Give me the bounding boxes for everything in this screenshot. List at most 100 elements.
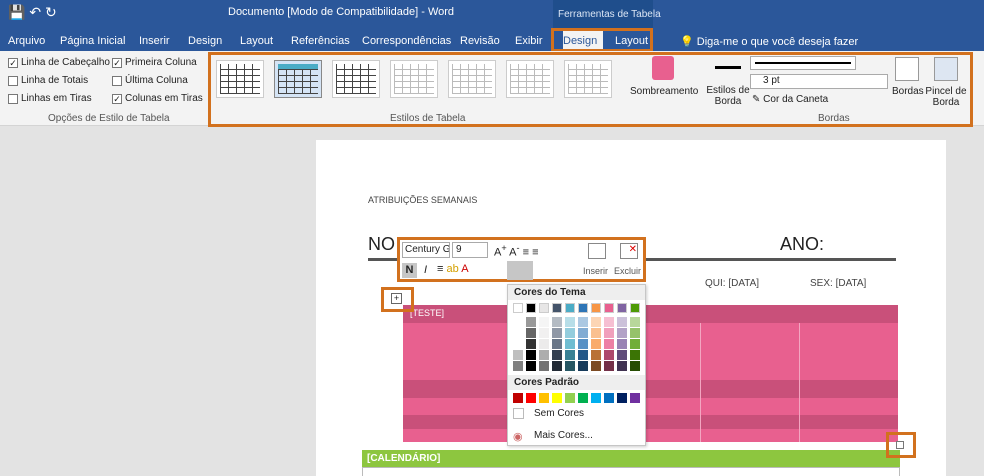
color-swatch[interactable] xyxy=(513,303,523,313)
mini-icons[interactable]: ≡ ab A xyxy=(437,263,469,275)
color-swatch[interactable] xyxy=(630,339,640,349)
font-box[interactable]: Century G xyxy=(402,242,450,258)
italic-button[interactable]: I xyxy=(424,264,428,276)
color-swatch[interactable] xyxy=(552,328,562,338)
color-swatch[interactable] xyxy=(526,361,536,371)
borders-button[interactable]: Bordas xyxy=(892,86,924,97)
color-swatch[interactable] xyxy=(617,361,627,371)
checkbox[interactable]: ✓ xyxy=(112,58,122,68)
checkbox[interactable]: ✓ xyxy=(112,94,122,104)
tab[interactable]: Página Inicial xyxy=(60,35,126,47)
color-swatch[interactable] xyxy=(513,393,523,403)
table-style-thumb[interactable] xyxy=(332,60,380,98)
color-swatch[interactable] xyxy=(591,303,601,313)
color-swatch[interactable] xyxy=(630,393,640,403)
tab[interactable]: Referências xyxy=(291,35,350,47)
color-swatch[interactable] xyxy=(513,350,523,360)
context-tab[interactable]: Layout xyxy=(615,35,649,47)
size-box[interactable]: 9 xyxy=(452,242,488,258)
checkbox[interactable] xyxy=(8,94,18,104)
quick-access[interactable]: 💾 ↶ ↻ xyxy=(8,4,57,20)
tab[interactable]: Layout xyxy=(240,35,274,47)
insert-button[interactable]: Inserir xyxy=(583,266,609,276)
color-swatch[interactable] xyxy=(578,303,588,313)
delete-button[interactable]: Excluir xyxy=(614,266,642,276)
color-swatch[interactable] xyxy=(617,317,627,327)
tab[interactable]: Design xyxy=(188,35,223,47)
checkbox[interactable] xyxy=(8,76,18,86)
table-move-handle[interactable]: + xyxy=(391,293,402,304)
color-swatch[interactable] xyxy=(591,328,601,338)
table-style-thumb[interactable] xyxy=(390,60,438,98)
tab[interactable]: Arquivo xyxy=(8,35,46,47)
color-swatch[interactable] xyxy=(604,339,614,349)
border-painter-button[interactable]: Pincel de Borda xyxy=(925,86,967,108)
color-swatch[interactable] xyxy=(526,339,536,349)
color-swatch[interactable] xyxy=(565,339,575,349)
table-style-thumb[interactable] xyxy=(564,60,612,98)
color-swatch[interactable] xyxy=(604,350,614,360)
color-swatch[interactable] xyxy=(630,328,640,338)
color-swatch[interactable] xyxy=(565,317,575,327)
color-swatch[interactable] xyxy=(604,328,614,338)
color-swatch[interactable] xyxy=(565,328,575,338)
color-swatch[interactable] xyxy=(513,339,523,349)
color-swatch[interactable] xyxy=(552,350,562,360)
color-swatch[interactable] xyxy=(552,339,562,349)
color-swatch[interactable] xyxy=(617,339,627,349)
pen-color-button[interactable]: ✎ Cor da Caneta xyxy=(752,94,829,105)
color-swatch[interactable] xyxy=(617,303,627,313)
color-swatch[interactable] xyxy=(539,317,549,327)
color-swatch[interactable] xyxy=(591,339,601,349)
color-swatch[interactable] xyxy=(539,339,549,349)
color-swatch[interactable] xyxy=(604,317,614,327)
color-swatch[interactable] xyxy=(591,350,601,360)
tab[interactable]: Inserir xyxy=(139,35,170,47)
color-swatch[interactable] xyxy=(552,317,562,327)
color-swatch[interactable] xyxy=(526,393,536,403)
table-style-thumb[interactable] xyxy=(274,60,322,98)
shading-button[interactable]: Sombreamento xyxy=(630,86,699,97)
color-swatch[interactable] xyxy=(539,350,549,360)
color-swatch[interactable] xyxy=(526,317,536,327)
table-style-thumb[interactable] xyxy=(448,60,496,98)
color-swatch[interactable] xyxy=(578,339,588,349)
color-swatch[interactable] xyxy=(539,328,549,338)
bold-button[interactable]: N xyxy=(402,263,417,278)
more-colors[interactable]: Mais Cores... xyxy=(534,430,593,441)
color-swatch[interactable] xyxy=(513,361,523,371)
shading-icon[interactable] xyxy=(652,56,674,80)
color-swatch[interactable] xyxy=(513,317,523,327)
color-swatch[interactable] xyxy=(578,393,588,403)
mini-icons[interactable]: A+ A- ≡ ≡ xyxy=(494,243,539,259)
color-swatch[interactable] xyxy=(578,317,588,327)
color-swatch[interactable] xyxy=(617,393,627,403)
color-swatch[interactable] xyxy=(617,328,627,338)
color-swatch[interactable] xyxy=(552,361,562,371)
color-swatch[interactable] xyxy=(565,303,575,313)
color-swatch[interactable] xyxy=(565,350,575,360)
table-style-thumb[interactable] xyxy=(216,60,264,98)
color-swatch[interactable] xyxy=(630,317,640,327)
color-swatch[interactable] xyxy=(539,361,549,371)
color-swatch[interactable] xyxy=(630,361,640,371)
color-swatch[interactable] xyxy=(604,303,614,313)
tab[interactable]: Revisão xyxy=(460,35,500,47)
color-swatch[interactable] xyxy=(591,393,601,403)
checkbox[interactable] xyxy=(112,76,122,86)
color-swatch[interactable] xyxy=(578,361,588,371)
color-swatch[interactable] xyxy=(617,350,627,360)
context-tab[interactable]: Design xyxy=(563,35,598,47)
color-swatch[interactable] xyxy=(604,361,614,371)
color-swatch[interactable] xyxy=(630,303,640,313)
color-swatch[interactable] xyxy=(578,328,588,338)
color-swatch[interactable] xyxy=(526,303,536,313)
color-swatch[interactable] xyxy=(591,317,601,327)
color-swatch[interactable] xyxy=(552,303,562,313)
tab[interactable]: Correspondências xyxy=(362,35,452,47)
color-swatch[interactable] xyxy=(526,328,536,338)
color-swatch[interactable] xyxy=(630,350,640,360)
color-swatch[interactable] xyxy=(565,393,575,403)
no-color[interactable]: Sem Cores xyxy=(534,408,585,419)
line-style-dropdown[interactable] xyxy=(750,56,856,70)
